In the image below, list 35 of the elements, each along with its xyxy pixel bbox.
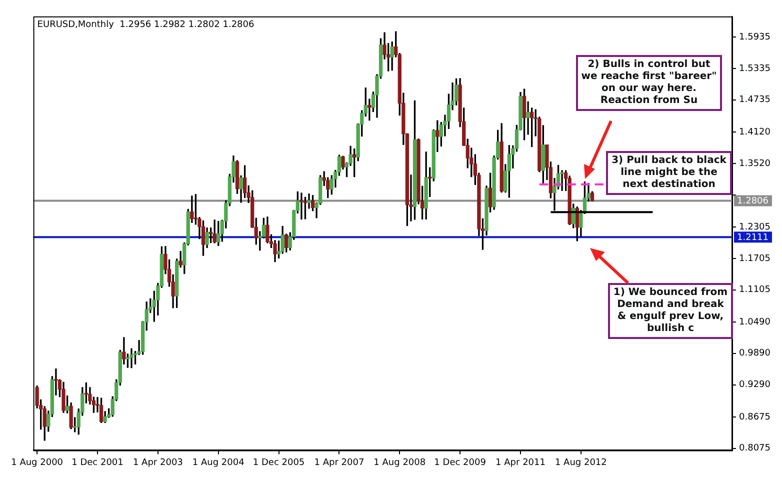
- candlestick: [368, 98, 372, 121]
- y-tick-label: 1.1705: [739, 254, 770, 264]
- candlestick: [526, 101, 530, 135]
- y-tick-label: 1.2305: [739, 222, 770, 232]
- x-tick-label: 1 Dec 2009: [434, 458, 486, 468]
- y-tick-label: 0.9890: [739, 348, 771, 359]
- y-tick-label: 1.1105: [739, 285, 770, 296]
- y-tick-label: 1.3520: [739, 158, 771, 169]
- x-tick-label: 1 Dec 2001: [72, 458, 124, 468]
- y-tick-label: 1.4735: [739, 95, 770, 106]
- ref-line-label: 1.2111: [737, 233, 768, 244]
- x-tick-label: 1 Aug 2004: [192, 458, 245, 468]
- x-tick-label: 1 Aug 2012: [554, 458, 607, 468]
- y-tick-label: 1.5335: [739, 64, 770, 74]
- x-tick-label: 1 Dec 2005: [252, 458, 305, 468]
- x-tick-label: 1 Apr 2007: [314, 458, 364, 468]
- candlestick: [300, 192, 304, 220]
- candlestick: [130, 348, 134, 368]
- x-tick-label: 1 Apr 2011: [496, 458, 546, 468]
- ref-line-label: 1.2806: [737, 196, 769, 207]
- x-tick-label: 1 Aug 2000: [11, 458, 64, 468]
- annotation: 3) Pull back to black line might be the next destination: [606, 151, 732, 195]
- y-tick-label: 0.8675: [739, 412, 770, 422]
- x-tick-label: 1 Aug 2008: [374, 458, 426, 468]
- y-tick-label: 1.0490: [739, 317, 771, 328]
- y-tick-label: 1.5935: [739, 32, 770, 42]
- chart-title: EURUSD,Monthly 1.2956 1.2982 1.2802 1.2806: [37, 20, 254, 30]
- y-tick-label: 1.4120: [739, 127, 771, 138]
- y-tick-label: 0.8075: [739, 444, 770, 454]
- x-tick-label: 1 Apr 2003: [132, 458, 183, 468]
- candlestick: [122, 337, 126, 364]
- y-tick-label: 0.9290: [739, 380, 771, 390]
- annotation: 1) We bounced from Demand and break & engulf prev Low, bullish c: [608, 283, 733, 339]
- candlestick: [54, 368, 58, 396]
- annotation: 2) Bulls in control but we reache first "bareer" on our way here. Reaction from Su: [576, 55, 722, 111]
